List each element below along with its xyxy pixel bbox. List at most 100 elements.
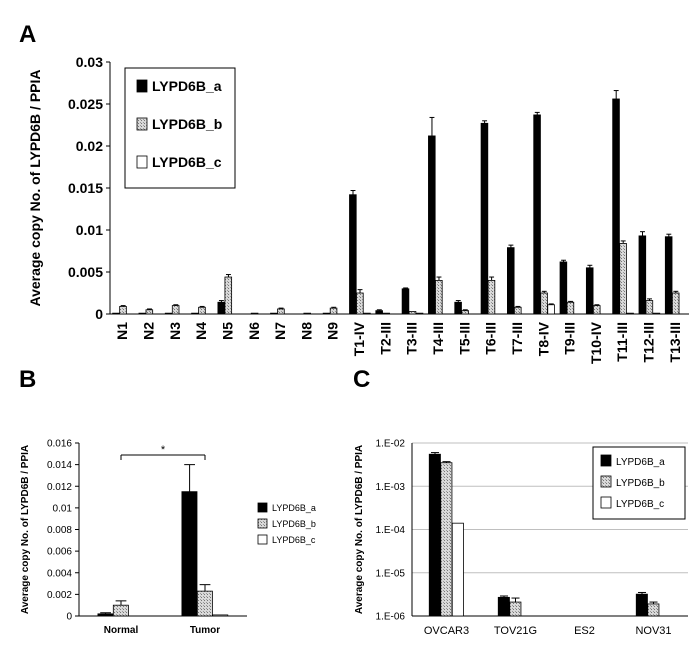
bar-LYPD6B_b-N7	[277, 308, 285, 315]
y-tick-label: 0	[95, 306, 103, 322]
panel-b-chart: 0 0.002 0.004 0.006 0.008 0.01 0.012 0.014 0.016…	[20, 439, 322, 636]
x-tick-label: T6-III	[483, 322, 499, 355]
y-tick-label: 0.005	[68, 264, 103, 280]
bar-LYPD6B_b-N4	[198, 306, 206, 315]
bar-LYPD6B_a-Normal	[97, 613, 114, 617]
x-tick-label: T1-IV	[351, 321, 367, 356]
bar-LYPD6B_b-NOV31	[647, 603, 660, 617]
bar-LYPD6B_b-T12-III	[645, 300, 654, 315]
x-tick-label: T7-III	[509, 322, 525, 355]
legend-label-LYPD6B_b: LYPD6B_b	[272, 519, 316, 529]
panel-label-a: A	[19, 21, 36, 48]
legend-label-LYPD6B_c: LYPD6B_c	[152, 154, 222, 170]
y-tick-label: 0.002	[47, 590, 72, 601]
x-tick-label: T3-III	[404, 322, 420, 355]
y-tick-label: 0.008	[47, 525, 72, 536]
bar-LYPD6B_c-OVCAR3	[451, 522, 464, 617]
bar-LYPD6B_b-N5	[224, 276, 233, 315]
x-tick-label: N7	[272, 322, 288, 340]
x-tick-label: T12-III	[641, 322, 657, 362]
y-tick-label: 0.025	[68, 96, 103, 112]
legend-swatch	[257, 518, 268, 529]
x-tick-label: OVCAR3	[424, 625, 469, 637]
y-tick-label: 0.016	[47, 439, 72, 450]
legend-label-LYPD6B_c: LYPD6B_c	[272, 535, 316, 545]
bar-LYPD6B_a-T6-III	[480, 122, 489, 315]
y-tick-label: 0.012	[47, 482, 72, 493]
bar-LYPD6B_a-N9	[322, 312, 331, 315]
bar-LYPD6B_a-N1	[112, 312, 120, 315]
x-tick-label: T10-IV	[588, 321, 604, 364]
bar-LYPD6B_a-TOV21G	[497, 596, 510, 617]
legend-swatch	[136, 117, 148, 131]
x-tick-label: T5-III	[456, 322, 472, 355]
x-tick-label: T2-III	[377, 322, 393, 355]
y-axis-title: Average copy No. of LYPD6B / PPIA	[20, 445, 31, 614]
bar-LYPD6B_a-N4	[191, 312, 199, 315]
bar-LYPD6B_a-T7-III	[507, 247, 515, 315]
bar-LYPD6B_c-T8-IV	[547, 304, 555, 315]
bar-LYPD6B_b-T3-III	[408, 311, 417, 315]
bar-LYPD6B_b-T5-III	[461, 310, 469, 315]
y-tick-label: 1.E-06	[376, 612, 406, 623]
x-tick-label: N5	[219, 322, 235, 340]
y-tick-label: 1.E-02	[376, 439, 406, 450]
x-tick-label: N2	[140, 322, 156, 340]
panel-label-b: B	[19, 366, 36, 393]
legend-swatch	[136, 155, 148, 169]
bar-LYPD6B_b-T11-III	[619, 243, 627, 315]
panel-a-chart: 0 0.005 0.01 0.015 0.02 0.025 0.03 Average copy…	[27, 54, 689, 364]
legend-swatch	[600, 454, 612, 467]
y-tick-label: 1.E-04	[376, 525, 406, 536]
x-tick-label: Normal	[104, 625, 139, 636]
x-tick-label: N6	[246, 322, 262, 340]
y-tick-label: 0.006	[47, 547, 72, 558]
bar-LYPD6B_b-T13-III	[671, 292, 680, 315]
bar-LYPD6B_a-OVCAR3	[428, 453, 441, 617]
y-tick-label: 0.02	[76, 138, 103, 154]
bar-LYPD6B_a-N2	[138, 312, 147, 315]
bar-LYPD6B_c-T3-III	[415, 312, 424, 315]
legend-swatch	[257, 534, 268, 545]
bar-LYPD6B_b-T6-III	[487, 279, 496, 315]
bar-LYPD6B_a-T10-IV	[585, 267, 594, 315]
bar-LYPD6B_b-T1-IV	[356, 292, 364, 315]
bar-LYPD6B_a-T12-III	[638, 235, 647, 315]
bar-LYPD6B_a-T13-III	[664, 236, 673, 315]
x-tick-label: N4	[193, 322, 209, 340]
bar-LYPD6B_a-Tumor	[181, 491, 198, 617]
x-tick-label: N3	[167, 322, 183, 340]
bar-LYPD6B_a-T8-IV	[533, 114, 541, 315]
x-tick-label: T4-III	[430, 322, 446, 355]
legend-swatch	[257, 502, 268, 513]
x-tick-label: N8	[298, 322, 314, 340]
legend-label-LYPD6B_a: LYPD6B_a	[616, 457, 665, 468]
x-tick-label: T11-III	[614, 322, 630, 362]
y-axis-title: Average copy No. of LYPD6B / PPIA	[27, 69, 43, 306]
legend-label-LYPD6B_a: LYPD6B_a	[152, 78, 222, 94]
bar-LYPD6B_b-N1	[119, 306, 127, 315]
legend-swatch	[600, 475, 612, 488]
x-tick-label: N1	[114, 322, 130, 340]
bar-LYPD6B_b-TOV21G	[509, 601, 522, 617]
bar-LYPD6B_b-T2-III	[382, 312, 390, 315]
bar-LYPD6B_b-T8-IV	[540, 292, 548, 315]
y-tick-label: 1.E-05	[376, 568, 406, 579]
y-tick-label: 0.01	[76, 222, 103, 238]
legend-swatch	[600, 496, 612, 509]
bar-LYPD6B_a-NOV31	[635, 593, 648, 617]
bar-LYPD6B_b-T4-III	[435, 279, 443, 315]
x-tick-label: TOV21G	[494, 625, 537, 637]
bar-LYPD6B_b-T9-III	[566, 301, 575, 315]
y-tick-label: 0.03	[76, 54, 103, 70]
panel-c-chart: 1.E-06 1.E-05 1.E-04 1.E-03 1.E-02 Average co…	[354, 439, 688, 637]
y-tick-label: 1.E-03	[376, 482, 406, 493]
x-tick-label: T9-III	[562, 322, 578, 355]
bar-LYPD6B_b-Tumor	[196, 590, 213, 617]
bar-LYPD6B_b-T10-IV	[592, 305, 601, 315]
bar-LYPD6B_c-T12-III	[652, 312, 661, 315]
y-tick-label: 0.004	[47, 568, 72, 579]
bar-LYPD6B_c-Tumor	[212, 614, 229, 617]
bar-LYPD6B_c-T11-III	[626, 312, 634, 315]
